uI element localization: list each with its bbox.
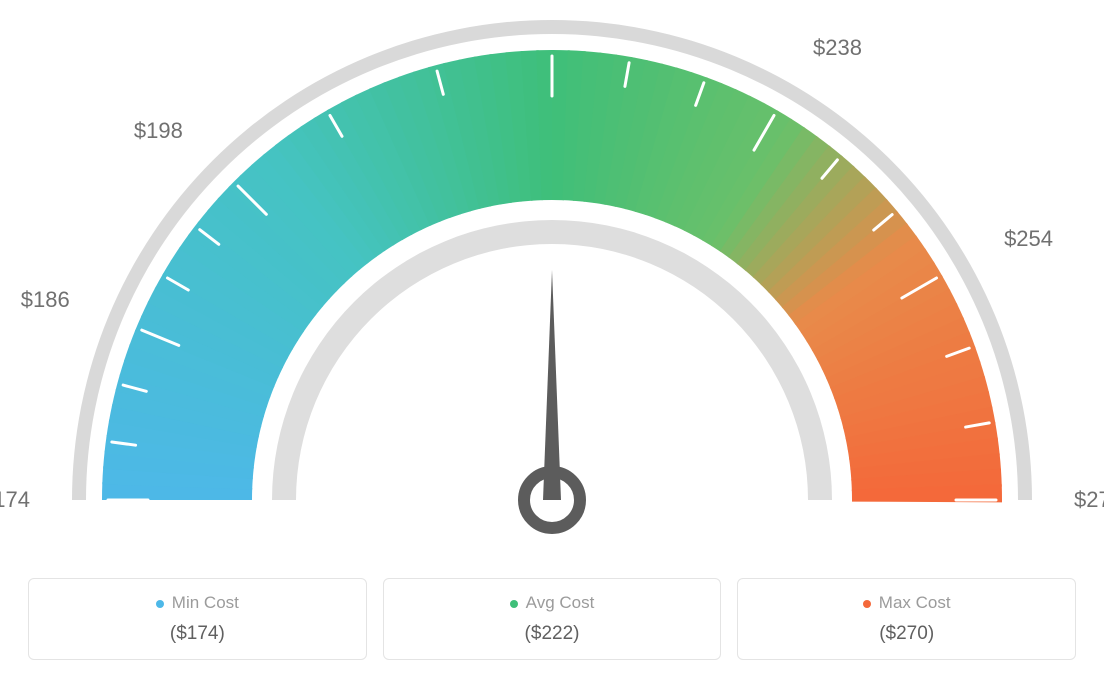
tick-label: $254: [1004, 226, 1053, 251]
legend-dot-icon: [156, 600, 164, 608]
tick-label: $238: [813, 35, 862, 60]
legend-label: Min Cost: [39, 593, 356, 613]
legend-value: ($270): [748, 623, 1065, 645]
gauge-chart: $174$186$198$222$238$254$270 Min Cost($1…: [0, 0, 1104, 690]
legend-card-min-cost: Min Cost ($174): [28, 578, 367, 660]
legend-card-avg-cost: Avg Cost ($222): [383, 578, 722, 660]
tick-label: $198: [134, 118, 183, 143]
legend-label: Max Cost: [748, 593, 1065, 613]
tick-label: $186: [21, 287, 70, 312]
needle: [543, 270, 561, 500]
legend-value: ($174): [39, 623, 356, 645]
legend-dot-icon: [510, 600, 518, 608]
tick-label: $174: [0, 487, 30, 512]
legend-dot-icon: [863, 600, 871, 608]
legend-value: ($222): [394, 623, 711, 645]
tick-label: $270: [1074, 487, 1104, 512]
legend-card-max-cost: Max Cost ($270): [737, 578, 1076, 660]
legend-label-text: Max Cost: [879, 593, 951, 612]
legend-row: Min Cost ($174) Avg Cost ($222) Max Cost ($27…: [0, 578, 1104, 660]
legend-label: Avg Cost: [394, 593, 711, 613]
legend-label-text: Avg Cost: [526, 593, 595, 612]
legend-label-text: Min Cost: [172, 593, 239, 612]
